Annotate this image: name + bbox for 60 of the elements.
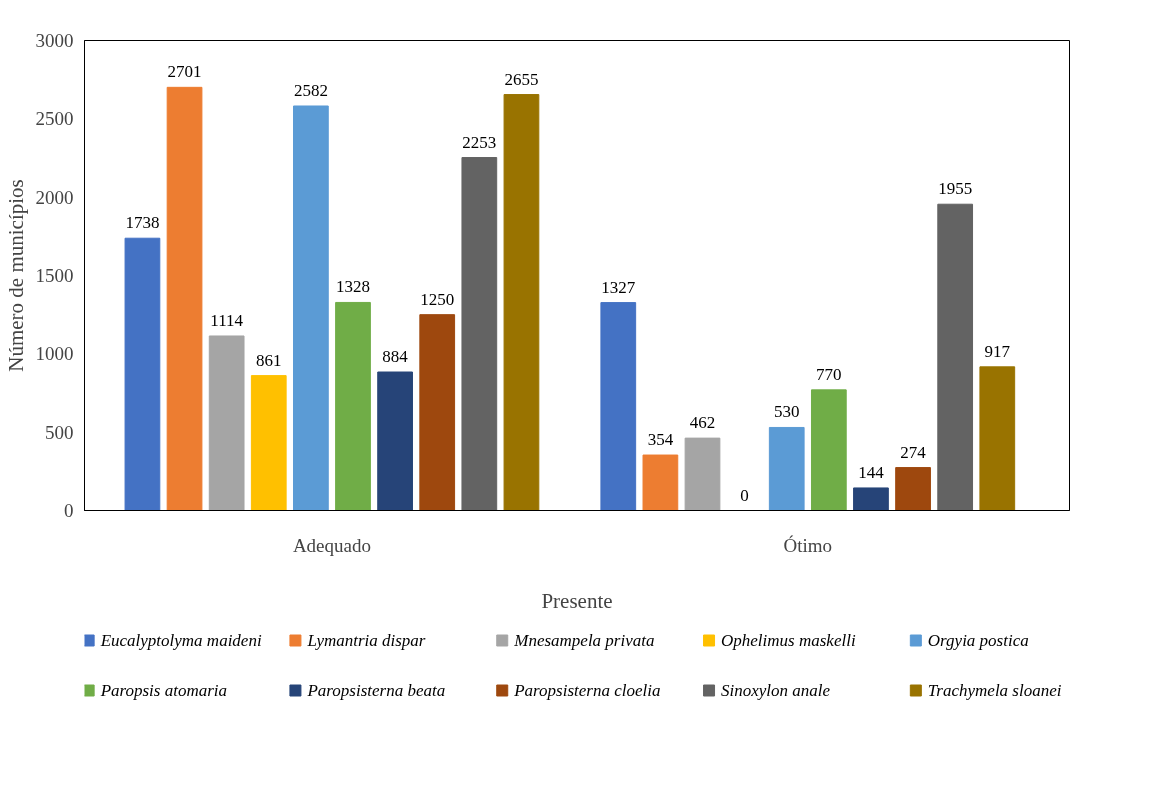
bar [684,437,721,511]
legend-label: Paropsisterna cloelia [513,681,661,700]
data-label: 884 [382,347,409,367]
legend-label: Paropsis atomaria [99,681,228,700]
legend-label: Mnesampela privata [513,631,655,650]
bar [642,454,679,511]
data-label: 530 [773,402,800,422]
x-tick-label: Adequado [292,534,371,556]
bar [293,105,329,511]
x-tick-label: Ótimo [783,534,833,556]
bar [853,487,889,511]
data-label: 2582 [293,80,328,100]
legend-label: Paropsisterna beata [306,681,446,700]
data-label: 0 [740,485,749,505]
y-tick-label: 1000 [35,343,74,365]
bar [208,335,245,511]
legend-label: Eucalyptolyma maideni [99,631,262,650]
bar [419,314,456,511]
bar [810,389,847,511]
y-tick-label: 2500 [35,108,74,130]
data-label: 1738 [125,213,160,233]
y-tick-label: 0 [64,500,74,521]
data-label: 861 [256,350,282,370]
bar [124,237,161,511]
y-tick-label: 500 [45,421,74,443]
x-axis-title: Presente [541,588,613,613]
data-label: 2701 [167,62,202,82]
bar [335,301,371,511]
bar [377,371,413,511]
data-label: 274 [900,442,927,462]
bar [250,375,287,511]
legend-label: Ophelimus maskelli [721,631,856,650]
y-axis-title: Número de municípios [3,179,28,372]
bar [979,366,1016,511]
data-label: 1114 [210,310,244,330]
bar [937,203,974,511]
data-label: 462 [689,413,716,433]
data-label: 144 [858,462,885,482]
bar [166,86,203,511]
bar [461,157,498,511]
bar [503,94,540,511]
data-label: 2655 [504,69,539,89]
legend-label: Orgyia postica [927,631,1029,650]
legend-label: Lymantria dispar [306,631,426,650]
data-label: 770 [816,364,842,384]
legend-label: Sinoxylon anale [721,681,831,700]
data-label: 1955 [938,179,973,199]
legend-label: Trachymela sloanei [927,681,1062,700]
data-label: 917 [984,341,1011,361]
y-tick-label: 1500 [35,265,74,286]
bar [895,467,931,511]
bar [600,302,637,511]
data-label: 1328 [336,277,370,297]
data-label: 354 [647,430,674,450]
y-tick-label: 2000 [35,186,74,208]
data-label: 2253 [462,132,497,152]
y-tick-label: 3000 [35,30,74,51]
bar [768,426,805,511]
data-label: 1250 [420,289,455,309]
data-label: 1327 [601,277,636,297]
